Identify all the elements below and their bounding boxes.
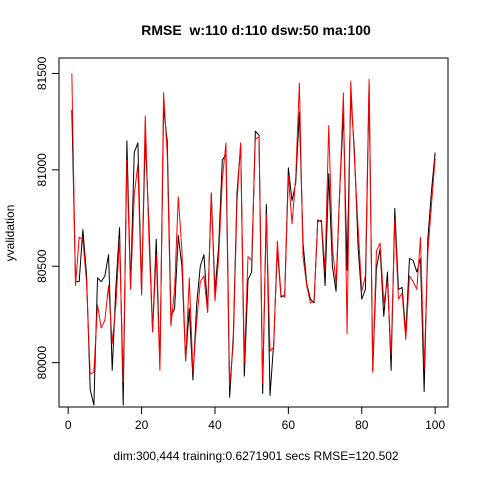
x-tick-label: 80	[355, 418, 369, 432]
x-tick-label: 40	[208, 418, 222, 432]
x-axis-label: dim:300,444 training:0.6271901 secs RMSE…	[113, 449, 399, 463]
y-tick-label: 81500	[35, 56, 49, 90]
y-axis: 80000 80500 81000 81500	[35, 56, 60, 380]
x-tick-label: 20	[135, 418, 149, 432]
x-tick-label: 60	[282, 418, 296, 432]
y-tick-label: 80500	[35, 249, 49, 283]
x-tick-label: 100	[425, 418, 445, 432]
series-layer	[71, 73, 436, 406]
series-line-red	[71, 73, 436, 387]
chart-title: RMSE w:110 d:110 dsw:50 ma:100	[141, 22, 371, 38]
x-axis: 0 20 40 60 80 100	[65, 406, 445, 432]
y-tick-label: 81000	[35, 153, 49, 187]
y-tick-label: 80000	[35, 346, 49, 380]
y-axis-label: yvalidation	[3, 205, 17, 262]
x-tick-label: 0	[65, 418, 72, 432]
